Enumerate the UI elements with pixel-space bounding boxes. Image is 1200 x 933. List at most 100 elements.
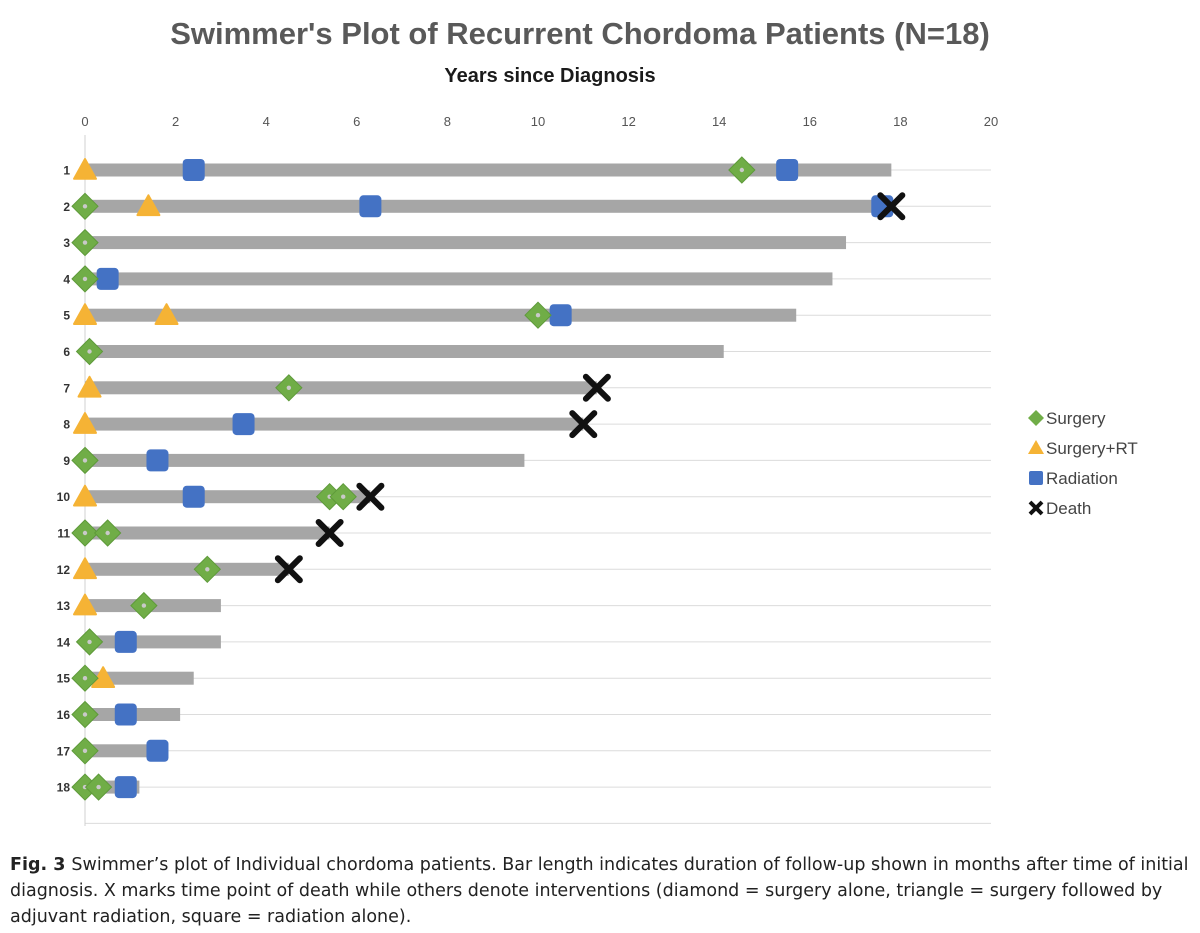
death-marker-stroke <box>582 373 611 402</box>
patient-label: 4 <box>63 272 70 286</box>
followup-bar <box>85 453 525 467</box>
legend: Surgery Surgery+RT Radiation Death <box>1028 409 1138 518</box>
death-marker-stroke <box>356 482 385 511</box>
patient-label: 11 <box>57 527 70 541</box>
followup-bar <box>85 272 833 286</box>
death-marker <box>569 410 598 439</box>
x-tick-label: 20 <box>984 114 998 129</box>
legend-label: Surgery <box>1046 409 1106 428</box>
x-tick-label: 12 <box>621 114 635 129</box>
chart-title: Swimmer's Plot of Recurrent Chordoma Pat… <box>170 16 990 51</box>
radiation-marker <box>182 159 205 181</box>
patient-label: 15 <box>57 672 71 686</box>
x-tick-label: 18 <box>893 114 907 129</box>
legend-item: Death <box>1028 499 1091 518</box>
legend-swatch <box>1028 500 1044 516</box>
followup-bar <box>85 417 584 431</box>
patient-row: 17 <box>57 737 169 765</box>
radiation-marker <box>359 195 382 218</box>
surgery-marker-center <box>341 494 346 499</box>
surgery-marker-center <box>739 167 745 173</box>
surgery-rt-marker <box>73 593 97 616</box>
legend-swatch <box>1028 440 1044 454</box>
followup-bar <box>85 345 724 358</box>
x-tick-label: 10 <box>531 114 545 129</box>
radiation-marker <box>549 304 572 327</box>
legend-label: Radiation <box>1046 469 1118 488</box>
radiation-marker <box>232 413 255 436</box>
followup-bar <box>85 236 847 250</box>
patient-label: 17 <box>57 744 71 758</box>
radiation-marker <box>114 630 137 653</box>
patient-row: 16 <box>57 700 181 729</box>
radiation-marker <box>114 703 137 726</box>
surgery-marker-center <box>82 676 88 681</box>
x-tick-label: 0 <box>81 114 88 129</box>
patient-row: 5 <box>63 301 797 329</box>
surgery-rt-marker <box>73 484 97 507</box>
death-marker-stroke <box>315 519 344 547</box>
legend-swatch <box>1029 471 1043 485</box>
caption-text: Swimmer’s plot of Individual chordoma pa… <box>10 855 1189 927</box>
caption-label: Fig. 3 <box>10 855 66 875</box>
patient-label: 5 <box>63 309 70 323</box>
followup-bar <box>85 308 797 322</box>
surgery-rt-marker <box>77 375 102 398</box>
figure-caption: Fig. 3 Swimmer’s plot of Individual chord… <box>10 852 1192 930</box>
death-marker <box>356 482 385 511</box>
radiation-marker <box>146 449 169 472</box>
surgery-rt-marker <box>73 158 97 180</box>
plot-area: 0 2 4 6 8 10 12 14 16 18 2012345678910111213141516… <box>57 114 998 826</box>
death-marker-stroke <box>877 192 906 221</box>
followup-bar <box>85 562 289 576</box>
patient-row: 18 <box>57 773 140 801</box>
surgery-rt-marker <box>154 303 179 325</box>
patient-label: 6 <box>63 345 70 359</box>
death-marker <box>274 555 303 584</box>
surgery-marker-center <box>87 349 92 354</box>
patient-row: 12 <box>57 555 303 584</box>
followup-bar <box>85 744 153 758</box>
patient-label: 14 <box>57 635 71 649</box>
x-tick-label: 6 <box>353 114 360 129</box>
patient-row: 15 <box>57 664 194 692</box>
death-marker-stroke <box>569 410 598 439</box>
radiation-marker <box>114 776 137 799</box>
patient-row: 4 <box>63 265 833 293</box>
legend-swatch <box>1028 410 1044 426</box>
legend-item: Radiation <box>1029 469 1118 488</box>
patient-row: 1 <box>63 156 892 184</box>
x-axis-label: Years since Diagnosis <box>444 65 655 87</box>
patient-row: 10 <box>57 482 385 511</box>
patient-row: 13 <box>57 591 221 620</box>
surgery-marker-center <box>82 712 88 717</box>
surgery-marker-center <box>82 204 88 209</box>
patient-label: 1 <box>63 164 70 178</box>
surgery-marker-center <box>205 567 210 572</box>
patient-row: 11 <box>57 519 344 547</box>
surgery-marker-center <box>535 313 541 318</box>
swimmer-plot: Swimmer's Plot of Recurrent Chordoma Pat… <box>57 16 1138 826</box>
surgery-marker-center <box>141 603 147 608</box>
patient-label: 3 <box>63 236 70 250</box>
followup-bar <box>85 199 892 213</box>
patient-row: 6 <box>63 337 724 366</box>
patient-label: 12 <box>57 563 71 577</box>
death-marker <box>582 373 611 402</box>
death-marker <box>315 519 344 547</box>
surgery-marker-center <box>82 276 88 282</box>
patient-row: 14 <box>57 628 221 656</box>
legend-item: Surgery <box>1028 409 1106 428</box>
patient-row: 9 <box>63 446 525 475</box>
patient-label: 10 <box>57 490 71 504</box>
surgery-rt-marker <box>91 666 116 688</box>
surgery-marker-center <box>286 385 292 390</box>
surgery-marker-center <box>82 748 88 753</box>
death-marker-stroke <box>274 555 303 584</box>
x-tick-label: 2 <box>172 114 179 129</box>
patient-label: 16 <box>57 708 71 722</box>
patient-row: 3 <box>63 228 847 257</box>
followup-bar <box>85 635 221 649</box>
patient-label: 13 <box>57 599 71 613</box>
surgery-marker-center <box>105 530 110 536</box>
